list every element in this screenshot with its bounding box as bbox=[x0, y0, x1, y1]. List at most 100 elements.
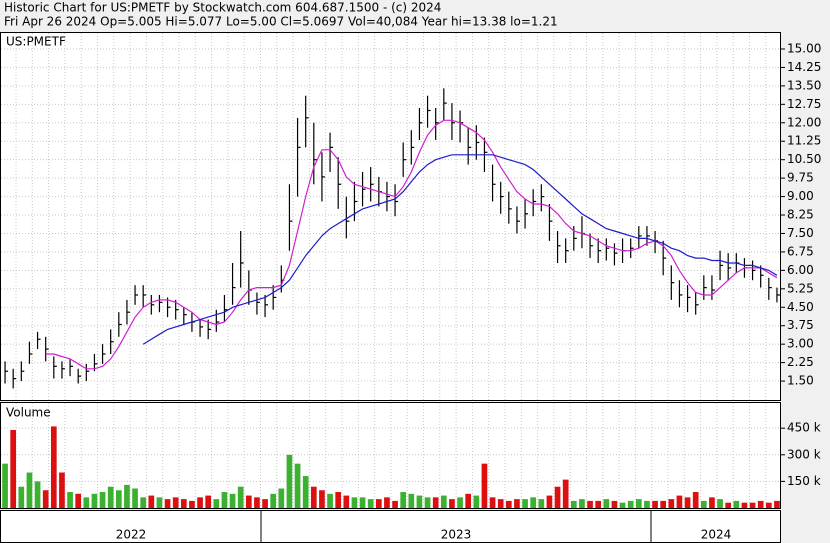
chart-subtitle: Fri Apr 26 2024 Op=5.005 Hi=5.077 Lo=5.0… bbox=[4, 15, 558, 29]
volume-bar bbox=[148, 495, 155, 508]
volume-bar bbox=[457, 497, 463, 508]
volume-bar bbox=[481, 463, 488, 508]
volume-bar bbox=[42, 490, 49, 508]
volume-bar bbox=[765, 502, 772, 508]
y-tick-label: 9.75 bbox=[787, 171, 814, 185]
y-tick-label: 7.50 bbox=[787, 226, 814, 240]
volume-bar bbox=[270, 493, 277, 508]
volume-bar bbox=[668, 499, 675, 508]
volume-bar bbox=[400, 492, 407, 508]
volume-bar bbox=[213, 499, 220, 508]
volume-bar bbox=[197, 497, 203, 508]
volume-bar bbox=[384, 497, 390, 508]
y-tick-label: 11.25 bbox=[787, 134, 821, 148]
volume-bar bbox=[408, 493, 415, 508]
volume-bar bbox=[432, 497, 439, 508]
y-tick-label: 13.50 bbox=[787, 78, 821, 92]
volume-bar bbox=[10, 429, 17, 508]
volume-bar bbox=[237, 486, 244, 508]
y-tick-label: 8.25 bbox=[787, 208, 814, 222]
volume-bar bbox=[107, 486, 114, 508]
volume-bar bbox=[156, 497, 163, 508]
symbol-label: US:PMETF bbox=[6, 35, 66, 49]
y-tick-label: 12.75 bbox=[787, 97, 821, 111]
volume-bar bbox=[627, 500, 634, 508]
volume-bar bbox=[351, 497, 358, 508]
volume-bar bbox=[497, 499, 504, 508]
moving-average bbox=[142, 154, 778, 345]
volume-bar bbox=[587, 500, 593, 508]
volume-bar bbox=[579, 499, 585, 508]
volume-bar bbox=[319, 490, 325, 508]
volume-bar bbox=[424, 497, 431, 508]
volume-bar bbox=[392, 500, 398, 508]
volume-bar bbox=[99, 492, 106, 508]
y-tick-label: 4.50 bbox=[787, 300, 814, 314]
y-tick-label: 3.75 bbox=[787, 318, 814, 332]
volume-bar bbox=[140, 497, 147, 508]
volume-bar bbox=[489, 497, 496, 508]
volume-bar bbox=[692, 492, 699, 508]
volume-tick-label: 300 k bbox=[787, 447, 821, 461]
volume-bar bbox=[359, 497, 366, 508]
volume-bar bbox=[603, 499, 610, 508]
volume-bar bbox=[749, 502, 756, 508]
y-tick-label: 2.25 bbox=[787, 355, 814, 369]
volume-bar bbox=[595, 500, 602, 508]
volume-bar bbox=[660, 500, 667, 508]
y-tick-label: 1.50 bbox=[787, 374, 814, 388]
volume-bar bbox=[286, 454, 293, 508]
period-label: 2022 bbox=[116, 528, 147, 542]
y-tick-label: 10.50 bbox=[787, 152, 821, 166]
volume-bar bbox=[180, 499, 187, 508]
volume-bar bbox=[473, 495, 480, 508]
volume-bar bbox=[83, 497, 90, 508]
volume-bar bbox=[50, 426, 57, 508]
volume-bar bbox=[367, 499, 374, 508]
volume-bar bbox=[530, 497, 537, 508]
volume-bar bbox=[245, 495, 252, 508]
vertical-grid bbox=[15, 33, 767, 508]
volume-bar bbox=[725, 502, 732, 508]
y-tick-label: 9.00 bbox=[787, 189, 814, 203]
volume-tick-label: 150 k bbox=[787, 474, 821, 488]
volume-bar bbox=[465, 493, 472, 508]
volume-bar bbox=[34, 481, 41, 508]
volume-bar bbox=[562, 479, 569, 508]
volume-bar bbox=[294, 463, 301, 508]
y-tick-label: 6.00 bbox=[787, 263, 814, 277]
volume-bar bbox=[741, 502, 748, 508]
volume-bar bbox=[717, 499, 723, 508]
volume-bar bbox=[733, 500, 740, 508]
volume-bar bbox=[327, 493, 333, 508]
y-tick-label: 14.25 bbox=[787, 60, 821, 74]
volume-bar bbox=[229, 493, 236, 508]
volume-bar bbox=[59, 472, 65, 508]
volume-bar bbox=[254, 497, 260, 508]
volume-bar bbox=[644, 500, 650, 508]
volume-bar bbox=[416, 495, 423, 508]
y-tick-label: 5.25 bbox=[787, 281, 814, 295]
y-tick-label: 12.00 bbox=[787, 115, 821, 129]
volume-bar bbox=[522, 499, 528, 508]
volume-bar bbox=[546, 495, 553, 508]
volume-bar bbox=[538, 499, 545, 508]
volume-bar bbox=[310, 486, 317, 508]
volume-bar bbox=[75, 493, 82, 508]
volume-bar bbox=[684, 497, 691, 508]
volume-bar bbox=[221, 492, 228, 508]
period-label: 2024 bbox=[701, 528, 732, 542]
volume-bar bbox=[302, 476, 309, 508]
volume-bar bbox=[18, 486, 25, 508]
volume-bar bbox=[635, 499, 642, 508]
volume-bar bbox=[343, 495, 350, 508]
volume-bar bbox=[652, 500, 658, 508]
volume-bar bbox=[164, 499, 171, 508]
volume-bar bbox=[619, 502, 626, 508]
volume-bar bbox=[554, 486, 561, 508]
volume-bar bbox=[335, 492, 342, 508]
period-label: 2023 bbox=[441, 528, 472, 542]
volume-bar bbox=[700, 500, 707, 508]
